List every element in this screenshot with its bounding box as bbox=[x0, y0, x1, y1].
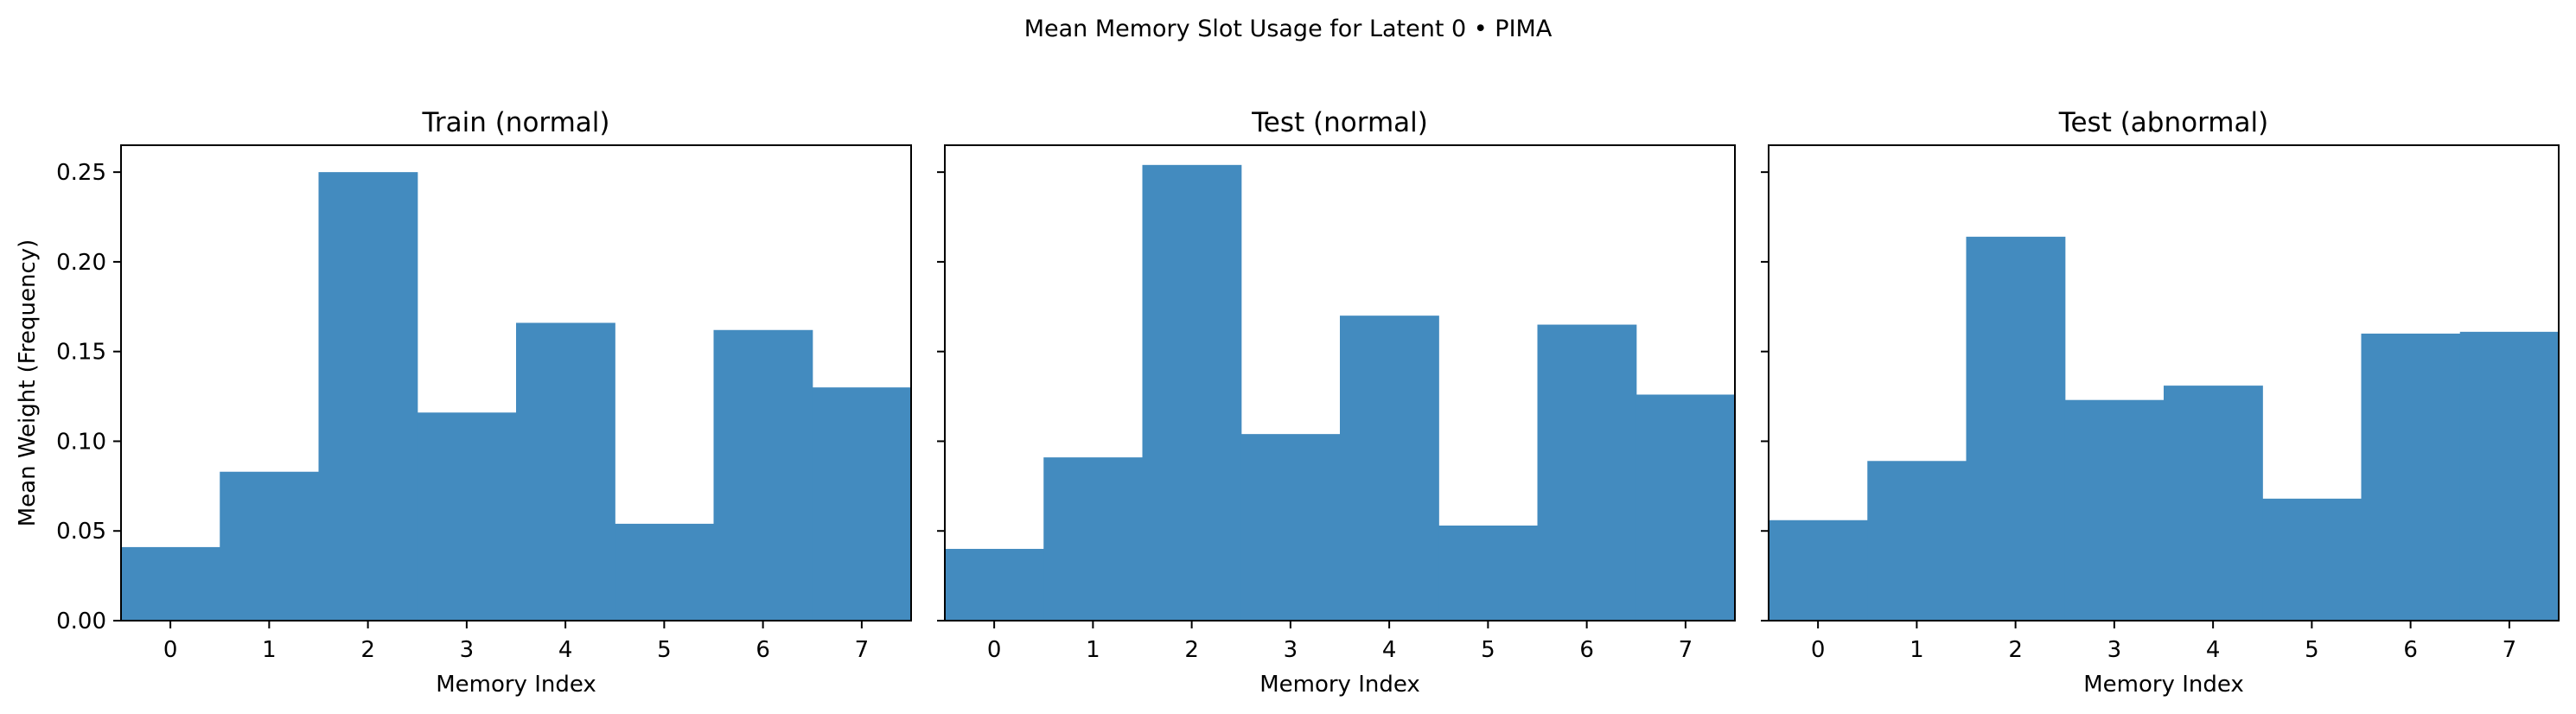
x-tick-label: 1 bbox=[1910, 637, 1924, 663]
x-tick-label: 0 bbox=[163, 637, 178, 663]
bar bbox=[713, 329, 813, 621]
bar bbox=[1966, 236, 2066, 621]
y-axis-label: Mean Weight (Frequency) bbox=[15, 239, 41, 527]
x-tick-label: 4 bbox=[2206, 637, 2221, 663]
bar bbox=[121, 546, 220, 621]
bar bbox=[1340, 316, 1439, 621]
bar bbox=[1636, 394, 1736, 621]
chart-panel-2: Test (abnormal) 0 1 2 3 4 5 6 7 Memory Index bbox=[1761, 107, 2560, 698]
x-tick-label: 6 bbox=[1579, 637, 1594, 663]
x-tick-label: 3 bbox=[1284, 637, 1298, 663]
y-tick-label: 0.15 bbox=[56, 340, 106, 366]
x-tick-label: 4 bbox=[1382, 637, 1397, 663]
bar bbox=[417, 412, 517, 621]
y-tick-label: 0.20 bbox=[56, 250, 106, 276]
x-tick-label: 5 bbox=[1481, 637, 1495, 663]
bar bbox=[1438, 526, 1539, 621]
bar bbox=[1867, 461, 1967, 621]
bar bbox=[945, 548, 1044, 621]
axes-frame bbox=[120, 144, 912, 622]
x-axis-label: Memory Index bbox=[1259, 672, 1420, 698]
x-tick-label: 4 bbox=[558, 637, 573, 663]
bar bbox=[812, 387, 912, 621]
x-tick-label: 3 bbox=[2107, 637, 2122, 663]
figure-title: Mean Memory Slot Usage for Latent 0 • PI… bbox=[1024, 16, 1553, 42]
bar bbox=[2459, 331, 2560, 621]
x-tick-label: 6 bbox=[2403, 637, 2418, 663]
bar bbox=[1043, 457, 1144, 621]
axes-frame bbox=[944, 144, 1736, 622]
axes-frame bbox=[1768, 144, 2560, 622]
x-tick-label: 7 bbox=[855, 637, 870, 663]
x-tick-label: 7 bbox=[2503, 637, 2517, 663]
x-tick-label: 0 bbox=[987, 637, 1002, 663]
bar bbox=[2064, 399, 2165, 621]
panel-title: Train (normal) bbox=[421, 107, 609, 138]
bar bbox=[220, 471, 320, 621]
panels: Train (normal) 0.00 0.05 0.10 0.15 0.20 0.25 0 1… bbox=[15, 107, 2560, 698]
bar bbox=[1142, 164, 1242, 621]
x-tick-label: 2 bbox=[2008, 637, 2023, 663]
chart-panel-1: Test (normal) 0 1 2 3 4 5 6 7 Memory Index bbox=[937, 107, 1736, 698]
x-tick-label: 3 bbox=[460, 637, 475, 663]
y-tick-label: 0.25 bbox=[56, 160, 106, 186]
x-tick-label: 1 bbox=[262, 637, 277, 663]
x-tick-label: 0 bbox=[1811, 637, 1826, 663]
bar bbox=[318, 172, 418, 621]
bar bbox=[1537, 324, 1637, 621]
x-tick-label: 5 bbox=[2305, 637, 2319, 663]
x-tick-label: 5 bbox=[657, 637, 672, 663]
x-tick-label: 2 bbox=[1184, 637, 1199, 663]
x-tick-label: 1 bbox=[1086, 637, 1100, 663]
x-tick-label: 2 bbox=[360, 637, 375, 663]
y-tick-label: 0.10 bbox=[56, 429, 106, 455]
x-tick-label: 6 bbox=[756, 637, 770, 663]
bar bbox=[1769, 520, 1868, 621]
bar bbox=[2361, 333, 2461, 621]
x-axis-label: Memory Index bbox=[2083, 672, 2244, 698]
chart-panel-0: Train (normal) 0.00 0.05 0.10 0.15 0.20 0.25 0 1… bbox=[15, 107, 912, 698]
panel-title: Test (normal) bbox=[1251, 107, 1428, 138]
bar bbox=[1240, 434, 1341, 621]
panel-title: Test (abnormal) bbox=[2058, 107, 2268, 138]
bar bbox=[615, 523, 715, 621]
x-axis-label: Memory Index bbox=[436, 672, 596, 698]
x-tick-label: 7 bbox=[1679, 637, 1693, 663]
bar bbox=[2262, 498, 2362, 621]
y-tick-label: 0.05 bbox=[56, 519, 106, 545]
bar bbox=[516, 322, 615, 621]
bar bbox=[2164, 386, 2263, 621]
y-tick-label: 0.00 bbox=[56, 609, 106, 634]
